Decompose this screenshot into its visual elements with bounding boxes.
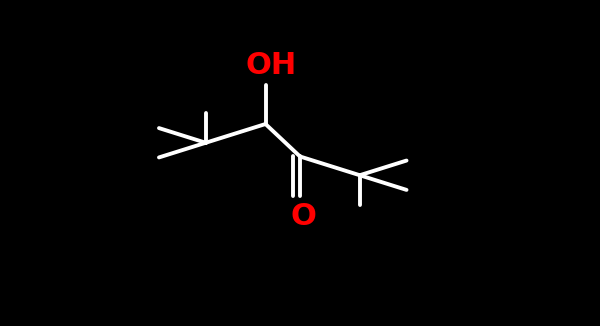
Text: O: O [290, 202, 316, 231]
Text: OH: OH [246, 51, 297, 80]
